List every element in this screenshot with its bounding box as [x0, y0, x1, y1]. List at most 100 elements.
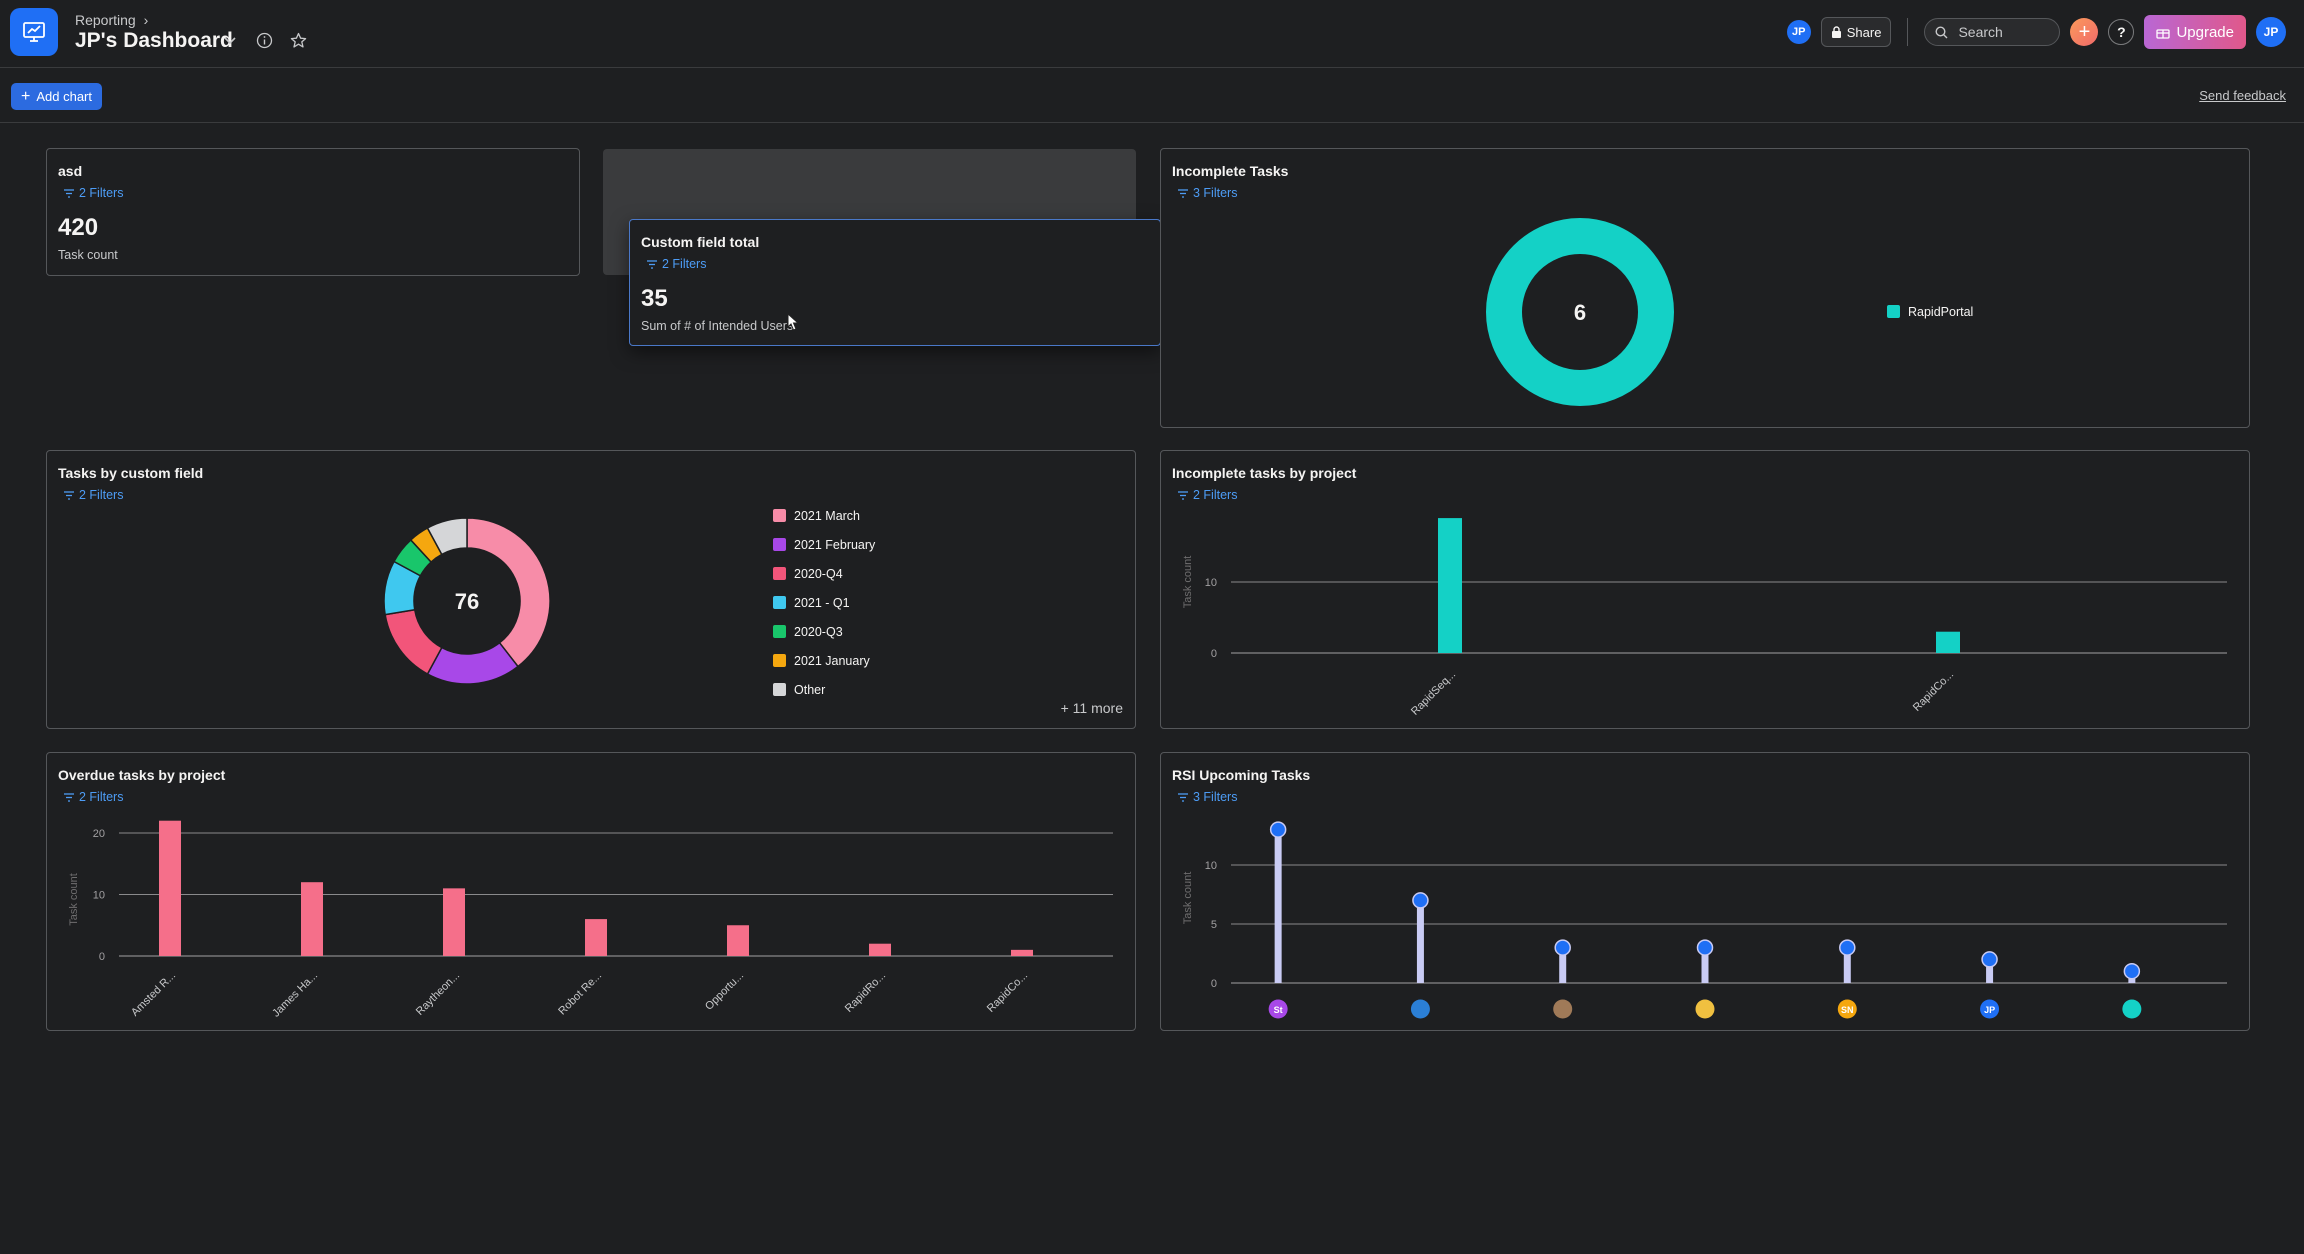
add-chart-button[interactable]: + Add chart [11, 83, 102, 110]
filters-label: 2 Filters [79, 790, 124, 804]
legend-swatch [773, 567, 786, 580]
legend-item[interactable]: 2021 January [773, 646, 875, 675]
donut-slice-2[interactable] [384, 608, 443, 676]
chevron-down-icon[interactable] [220, 30, 240, 50]
assignee-initials: JP [1984, 1005, 1995, 1015]
bar[interactable] [869, 943, 891, 956]
x-tick-label: Raytheon... [414, 970, 462, 1018]
lollipop-stem [1843, 947, 1851, 983]
x-tick-label: RapidCo... [1911, 669, 1956, 714]
assignee-avatar[interactable] [2122, 999, 2142, 1019]
lollipop-point[interactable] [1839, 939, 1856, 956]
bar[interactable] [1011, 949, 1033, 956]
upgrade-button[interactable]: Upgrade [2144, 15, 2246, 49]
card-asd[interactable]: asd 2 Filters 420 Task count [46, 148, 580, 276]
x-tick-label: RapidSeq... [1409, 669, 1458, 718]
assignee-avatar[interactable] [1553, 999, 1573, 1019]
search-input[interactable] [1956, 23, 2051, 41]
y-tick-label: 0 [99, 951, 105, 963]
filter-icon [64, 792, 74, 802]
assignee-avatar[interactable] [1980, 999, 2000, 1019]
filters-label: 2 Filters [662, 257, 707, 271]
legend-label: 2021 - Q1 [794, 595, 850, 610]
assignee-avatar[interactable] [1695, 999, 1715, 1019]
bar[interactable] [301, 882, 323, 956]
send-feedback-link[interactable]: Send feedback [2199, 88, 2286, 103]
donut-center-value: 76 [455, 589, 479, 614]
bar[interactable] [1936, 631, 1960, 653]
bar[interactable] [443, 888, 465, 956]
lollipop-point[interactable] [2123, 962, 2141, 980]
bar[interactable] [1438, 518, 1462, 653]
donut-slice-6[interactable] [426, 517, 468, 556]
card-rsi-upcoming[interactable]: RSI Upcoming Tasks 3 Filters 0 5 10 Task co… [1160, 752, 2250, 1031]
quick-add-button[interactable]: + [2070, 18, 2099, 46]
breadcrumb-reporting[interactable]: Reporting [75, 12, 136, 28]
bar[interactable] [159, 820, 181, 956]
breadcrumb[interactable]: Reporting › [75, 12, 148, 28]
legend-label: 2021 February [794, 537, 876, 552]
filters-link[interactable]: 3 Filters [1178, 186, 1237, 200]
legend-item[interactable]: 2021 - Q1 [773, 588, 875, 617]
lollipop-point[interactable] [1412, 892, 1429, 909]
filters-label: 2 Filters [1193, 488, 1238, 502]
filters-label: 3 Filters [1193, 790, 1238, 804]
lollipop-point[interactable] [1981, 951, 1998, 968]
legend-item[interactable]: 2020-Q3 [773, 617, 875, 646]
filters-link[interactable]: 2 Filters [647, 257, 706, 271]
assignee-avatar[interactable] [1268, 999, 1288, 1019]
assignee-initials: St [1274, 1005, 1283, 1015]
info-icon[interactable] [254, 30, 274, 50]
card-custom-field-total[interactable]: Custom field total 2 Filters 35 Sum of #… [629, 219, 1161, 346]
assignee-avatar[interactable] [1837, 999, 1857, 1019]
filters-link[interactable]: 3 Filters [1178, 790, 1237, 804]
legend-item[interactable]: 2020-Q4 [773, 559, 875, 588]
filter-icon [1178, 490, 1188, 500]
card-incomplete-by-project[interactable]: Incomplete tasks by project 2 Filters 0 1… [1160, 450, 2250, 729]
filters-link[interactable]: 2 Filters [1178, 488, 1237, 502]
member-avatar[interactable]: JP [1786, 20, 1811, 44]
legend-item[interactable]: RapidPortal [1887, 297, 1973, 326]
legend-item[interactable]: 2021 February [773, 530, 875, 559]
chart-legend: RapidPortal [1887, 297, 1973, 326]
lollipop-point[interactable] [1554, 939, 1571, 956]
donut-slice-rapidportal[interactable] [1486, 218, 1674, 406]
lollipop-point[interactable] [1269, 821, 1287, 838]
y-tick-label: 0 [1211, 978, 1217, 990]
card-incomplete-tasks[interactable]: Incomplete Tasks 3 Filters 6 RapidPortal [1160, 148, 2250, 428]
card-tasks-by-custom-field[interactable]: Tasks by custom field 2 Filters 76 2021 … [46, 450, 1136, 729]
bar[interactable] [585, 919, 607, 956]
search-box[interactable] [1924, 18, 2061, 46]
chart-legend: 2021 March 2021 February 2020-Q4 2021 - Q1 2… [773, 501, 875, 704]
assignee-avatar[interactable] [1410, 999, 1430, 1019]
filters-link[interactable]: 2 Filters [64, 488, 123, 502]
y-tick-label: 0 [1211, 648, 1217, 660]
legend-swatch [773, 683, 786, 696]
filters-link[interactable]: 2 Filters [64, 186, 123, 200]
legend-item[interactable]: Other [773, 675, 875, 704]
filters-link[interactable]: 2 Filters [64, 790, 123, 804]
x-tick-label: Amsted R... [129, 970, 178, 1019]
user-avatar[interactable]: JP [2256, 17, 2286, 47]
filters-label: 2 Filters [79, 186, 124, 200]
legend-label: 2020-Q4 [794, 566, 843, 581]
legend-item[interactable]: 2021 March [773, 501, 875, 530]
top-bar: Reporting › JP's Dashboard JP Share + ? [0, 0, 2304, 68]
metric-value: 420 [58, 214, 99, 241]
card-title: Incomplete tasks by project [1172, 465, 1357, 481]
legend-swatch [773, 509, 786, 522]
bar[interactable] [727, 925, 749, 956]
upgrade-label: Upgrade [2176, 23, 2234, 41]
dashboard-title[interactable]: JP's Dashboard [75, 29, 233, 52]
donut-slice-0[interactable] [466, 517, 551, 668]
lollipop-point[interactable] [1696, 939, 1714, 956]
star-icon[interactable] [288, 30, 308, 50]
share-button[interactable]: Share [1820, 17, 1892, 47]
plus-icon: + [21, 87, 31, 105]
help-button[interactable]: ? [2108, 19, 2135, 45]
card-overdue-by-project[interactable]: Overdue tasks by project 2 Filters 0 10 20… [46, 752, 1136, 1031]
filter-icon [1178, 188, 1188, 198]
more-legend-link[interactable]: + 11 more [1060, 700, 1123, 716]
card-title: Overdue tasks by project [58, 767, 226, 783]
reporting-app-icon[interactable] [10, 8, 58, 56]
